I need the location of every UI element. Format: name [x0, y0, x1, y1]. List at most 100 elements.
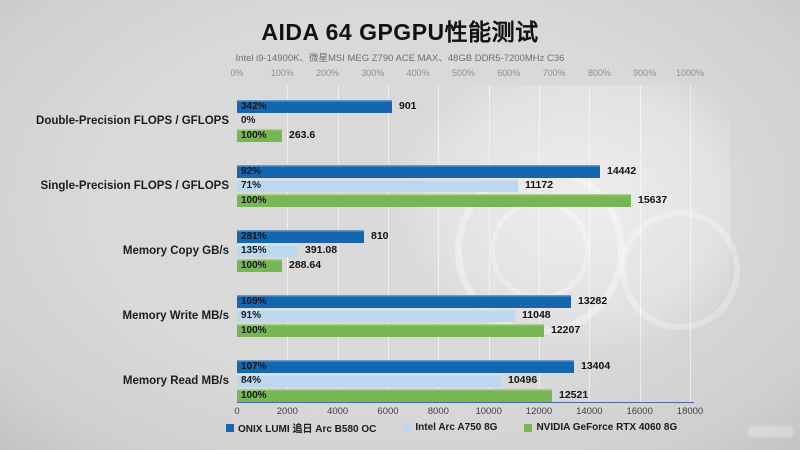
bottom-axis-tick: 12000	[525, 406, 553, 417]
bottom-axis-tick: 4000	[327, 406, 349, 417]
photo-credit-watermark	[748, 426, 794, 437]
bar-value-label: 12207	[551, 323, 581, 336]
category-label: Single-Precision FLOPS / GFLOPS	[40, 180, 229, 193]
top-axis-tick: 300%	[361, 68, 385, 78]
bar-row: 100% 12521	[237, 388, 690, 402]
bar-percent-label: 135%	[241, 245, 267, 257]
category-label: Memory Read MB/s	[122, 375, 229, 388]
category-label: Double-Precision FLOPS / GFLOPS	[36, 115, 229, 128]
data-bar	[237, 309, 515, 323]
data-bar	[237, 258, 282, 272]
bar-value-label: 10496	[508, 374, 538, 387]
bottom-axis-tick: 8000	[427, 406, 449, 417]
bar-value-label: 13282	[578, 295, 608, 307]
bar-value-label: 810	[371, 230, 389, 242]
data-bar	[237, 244, 298, 258]
bottom-axis-tick: 6000	[377, 406, 399, 417]
bar-percent-label: 109%	[241, 296, 267, 307]
data-bar	[237, 193, 631, 207]
legend-swatch-icon	[524, 423, 533, 432]
bar-row: 109% 13282	[237, 295, 690, 308]
bar-row: 92% 14442	[237, 165, 690, 178]
bar-percent-label: 100%	[241, 259, 267, 271]
bar-row: 100% 263.6	[237, 128, 690, 142]
top-axis-tick: 600%	[497, 68, 521, 78]
top-axis-tick: 0%	[230, 68, 244, 78]
vertical-gridline	[287, 85, 289, 402]
legend-swatch-icon	[226, 423, 234, 432]
bar-row: 281% 810	[237, 230, 690, 243]
chart-legend: ONIX LUMI 追日 Arc B580 OC Intel Arc A750 8…	[226, 420, 786, 435]
bottom-axis-line	[237, 402, 694, 403]
chart-subtitle: Intel i9-14900K、微星MSI MEG Z790 ACE MAX、4…	[235, 53, 565, 64]
data-bar	[237, 100, 392, 113]
bar-row: 91% 11048	[237, 309, 690, 323]
data-bar	[237, 295, 571, 308]
bottom-axis-tick: 10000	[475, 406, 502, 417]
top-axis-tick: 700%	[542, 68, 566, 78]
bar-row: 135% 391.08	[237, 244, 690, 258]
bar-value-label: 14442	[607, 165, 637, 177]
bar-value-label: 288.64	[289, 258, 322, 271]
bar-row: 342% 901	[237, 100, 690, 113]
bottom-axis-tick: 16000	[626, 406, 653, 417]
bar-value-label: 391.08	[305, 244, 338, 257]
bar-row: 100% 15637	[237, 193, 690, 207]
data-bar	[237, 374, 501, 388]
vertical-gridline	[639, 85, 641, 402]
vertical-gridline	[589, 85, 591, 402]
legend-item: NVIDIA GeForce RTX 4060 8G	[524, 422, 677, 433]
bar-value-label: 11048	[522, 309, 551, 322]
data-bar	[237, 128, 282, 142]
bar-value-label: 263.6	[289, 128, 316, 141]
category-label: Memory Write MB/s	[122, 310, 229, 323]
vertical-gridline	[438, 85, 440, 402]
top-axis-tick: 800%	[587, 68, 611, 78]
bar-value-label: 13404	[581, 360, 611, 372]
data-bar	[237, 230, 364, 243]
chart-title: AIDA 64 GPGPU性能测试	[261, 19, 539, 45]
bar-value-label: 15637	[638, 193, 668, 206]
bar-row: 100% 288.64	[237, 258, 690, 272]
bar-percent-label: 91%	[241, 310, 262, 322]
bottom-axis-tick: 18000	[676, 406, 704, 417]
bar-row: 84% 10496	[237, 374, 690, 388]
legend-label: NVIDIA GeForce RTX 4060 8G	[536, 422, 678, 433]
bar-value-label: 901	[399, 100, 417, 112]
legend-item: Intel Arc A750 8G	[403, 422, 497, 433]
legend-label: ONIX LUMI 追日 Arc B580 OC	[238, 424, 377, 435]
bar-percent-label: 100%	[241, 194, 267, 206]
vertical-gridline	[488, 85, 490, 402]
data-bar	[237, 360, 574, 373]
data-bar	[237, 165, 600, 178]
bar-row: 107% 13404	[237, 360, 690, 373]
top-axis-tick: 200%	[316, 68, 340, 78]
vertical-gridline	[388, 85, 389, 402]
bar-percent-label: 100%	[241, 324, 267, 336]
bar-percent-label: 84%	[241, 375, 262, 387]
vertical-gridline	[690, 85, 691, 402]
category-label: Memory Copy GB/s	[122, 245, 229, 258]
bar-percent-label: 342%	[241, 101, 267, 112]
data-bar	[237, 323, 544, 337]
bar-percent-label: 107%	[241, 361, 267, 372]
data-bar	[237, 388, 552, 402]
top-axis-tick: 100%	[270, 68, 294, 78]
bottom-axis-tick: 2000	[276, 406, 298, 417]
bar-percent-label: 0%	[241, 115, 256, 127]
bottom-axis-tick: 14000	[576, 406, 603, 417]
legend-label: Intel Arc A750 8G	[415, 422, 498, 433]
vertical-gridline	[337, 85, 339, 402]
top-axis-tick: 500%	[451, 68, 476, 78]
top-axis-tick: 400%	[406, 68, 430, 78]
chart-plot-area: 342% 901 0% 100% 263.6 92% 14442 71% 11172 100% 15…	[237, 85, 691, 402]
bar-value-label: 11172	[525, 179, 554, 192]
bar-row: 100% 12207	[237, 323, 690, 337]
bar-percent-label: 100%	[241, 389, 267, 401]
bar-value-label: 12521	[559, 388, 589, 401]
vertical-gridline	[539, 85, 540, 402]
bar-percent-label: 281%	[241, 231, 267, 242]
top-axis-tick: 900%	[633, 68, 657, 78]
bottom-axis-tick: 0	[234, 406, 240, 417]
legend-item: ONIX LUMI 追日 Arc B580 OC	[226, 420, 376, 435]
